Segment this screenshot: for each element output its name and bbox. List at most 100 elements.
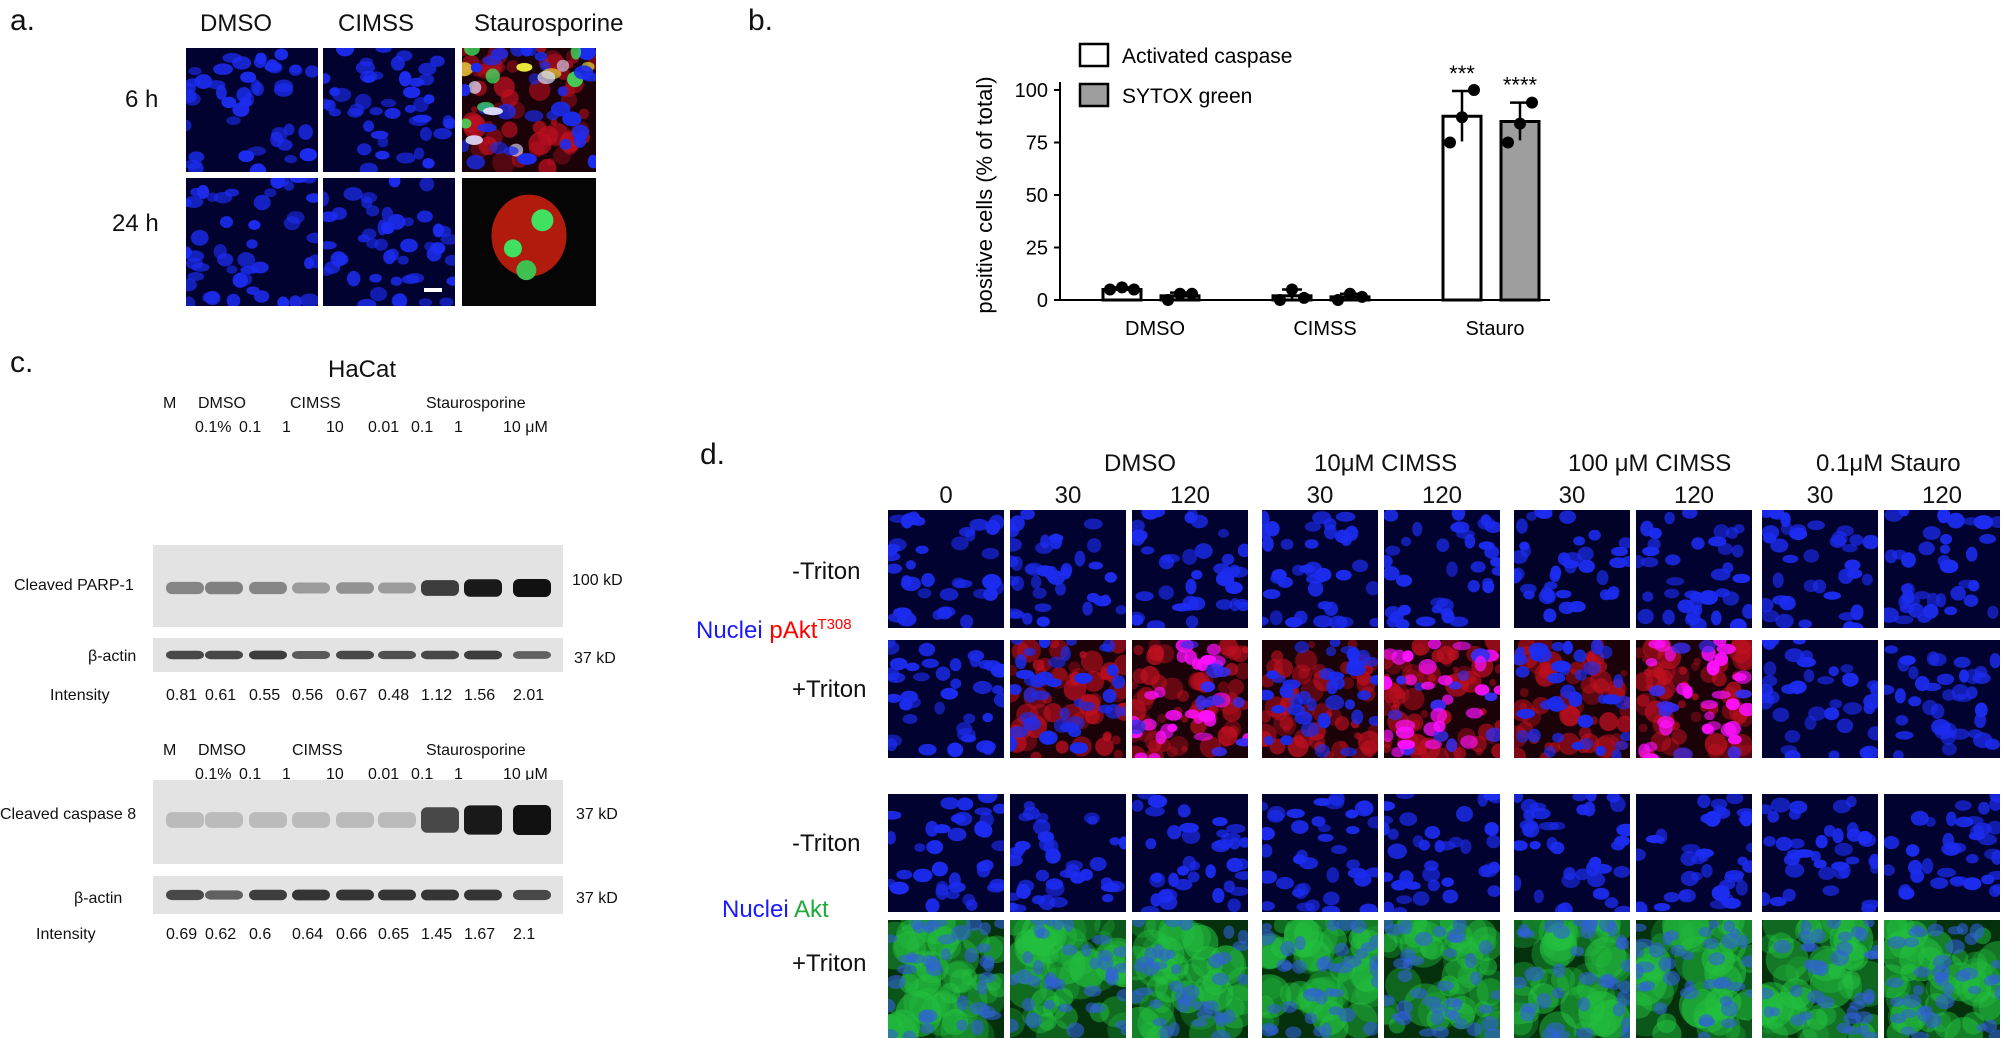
micrograph-d-r2-c1 — [1010, 794, 1126, 912]
micrograph-d-r2-c7 — [1762, 794, 1878, 912]
intensity-value: 2.01 — [513, 687, 545, 704]
stain-legend-akt: Nuclei Akt — [722, 896, 829, 924]
micrograph-d-r2-c6 — [1636, 794, 1752, 912]
micrograph-d-r1-c8 — [1884, 640, 2000, 758]
data-point — [1526, 96, 1538, 109]
micrograph-d-r3-c3 — [1262, 920, 1378, 1038]
lane-value: 0.1 — [411, 766, 434, 783]
micrograph-d-r2-c0 — [888, 794, 1004, 912]
panel-a-row-24h: 24 h — [112, 210, 159, 237]
intensity-value: 1.12 — [421, 687, 453, 704]
blot-band — [513, 805, 551, 835]
intensity-value: 0.67 — [336, 687, 368, 704]
panel-c-letter: c. — [10, 346, 34, 379]
blot-band — [464, 889, 502, 901]
y-tick-label: 75 — [1026, 133, 1048, 155]
blot2-protein-label: Cleaved caspase 8 — [0, 806, 137, 823]
panel-d-cond-100-cimss: 100 μM CIMSS — [1568, 450, 1732, 477]
scale-bar — [424, 288, 442, 292]
time-label: 120 — [1421, 482, 1463, 509]
row-label-plus-triton-1: +Triton — [792, 676, 867, 703]
time-label: 30 — [1558, 482, 1586, 509]
intensity-value: 0.48 — [378, 687, 410, 704]
blot-band — [249, 650, 287, 660]
panel-d-cond-10-cimss: 10μM CIMSS — [1314, 450, 1458, 477]
bar — [1499, 120, 1541, 302]
lane-value: 1 — [454, 766, 463, 783]
x-tick-label: DMSO — [1125, 318, 1185, 340]
data-point — [1444, 136, 1456, 149]
micrograph-d-r1-c5 — [1514, 640, 1630, 758]
micrograph-d-r3-c1 — [1010, 920, 1126, 1038]
data-point — [1286, 283, 1298, 296]
blot2-group-dmso: DMSO — [198, 742, 246, 759]
lane-value: 10 μM — [503, 419, 548, 436]
panel-d-letter: d. — [700, 438, 726, 471]
blot2-group-cimss: CIMSS — [292, 742, 343, 759]
blot-band — [292, 651, 330, 659]
blot1-membrane — [153, 545, 563, 627]
legend-label: Activated caspase — [1122, 45, 1292, 68]
blot1-group-cimss: CIMSS — [290, 395, 341, 412]
lane-value: 10 — [326, 419, 344, 436]
time-label: 30 — [1306, 482, 1334, 509]
micrograph-d-r1-c1 — [1010, 640, 1126, 758]
micrograph-d-r2-c8 — [1884, 794, 2000, 912]
intensity-value: 0.64 — [292, 926, 324, 943]
panel-a-letter: a. — [10, 4, 36, 37]
blot-band — [464, 579, 502, 597]
micrograph-d-r3-c5 — [1514, 920, 1630, 1038]
intensity-value: 0.81 — [166, 687, 198, 704]
significance-label: **** — [1503, 73, 1538, 98]
lane-value: 1 — [282, 419, 291, 436]
micrograph-d-r0-c3 — [1262, 510, 1378, 628]
blot1-intensity-label: Intensity — [50, 687, 110, 704]
lane-value: 10 μM — [503, 766, 548, 783]
blot-band — [205, 650, 243, 660]
blot-band — [336, 650, 374, 660]
intensity-value: 0.62 — [205, 926, 237, 943]
blot-band — [336, 812, 374, 828]
micrograph-d-r0-c8 — [1884, 510, 2000, 628]
panel-b-letter: b. — [748, 4, 774, 37]
micrograph-d-r2-c3 — [1262, 794, 1378, 912]
blot2-actin-kd: 37 kD — [576, 890, 618, 907]
micrograph-d-r0-c5 — [1514, 510, 1630, 628]
time-label: 0 — [939, 482, 953, 509]
blot-band — [205, 890, 243, 900]
significance-label: *** — [1449, 61, 1475, 86]
lane-value: 1 — [454, 419, 463, 436]
blot-band — [513, 889, 551, 901]
micrograph-d-r2-c4 — [1384, 794, 1500, 912]
data-point — [1514, 117, 1526, 130]
data-point — [1456, 111, 1468, 124]
data-point — [1174, 287, 1186, 300]
micrograph-a-dmso-24h — [186, 178, 318, 306]
intensity-value: 2.1 — [513, 926, 536, 943]
lane-value: 0.01 — [368, 766, 400, 783]
data-point — [1186, 287, 1198, 300]
blot-band — [421, 807, 459, 833]
blot-band — [292, 582, 330, 594]
blot-band — [205, 581, 243, 595]
blot1-kd: 100 kD — [572, 572, 623, 589]
micrograph-d-r3-c6 — [1636, 920, 1752, 1038]
blot1-lane-m: M — [163, 395, 177, 412]
micrograph-d-r1-c0 — [888, 640, 1004, 758]
intensity-value: 0.56 — [292, 687, 324, 704]
blot1-group-dmso: DMSO — [198, 395, 246, 412]
blot-band — [464, 805, 502, 835]
legend-label: SYTOX green — [1122, 85, 1252, 108]
intensity-value: 0.6 — [249, 926, 272, 943]
blot1-actin-kd: 37 kD — [574, 650, 616, 667]
row-label-minus-triton-1: -Triton — [792, 558, 861, 585]
panel-d-cond-dmso: DMSO — [1104, 450, 1176, 477]
y-axis-label: positive cells (% of total) — [972, 76, 997, 313]
blot-band — [336, 889, 374, 901]
micrograph-d-r2-c5 — [1514, 794, 1630, 912]
blot-band — [166, 812, 204, 828]
blot-band — [336, 582, 374, 594]
micrograph-d-r1-c7 — [1762, 640, 1878, 758]
blot-band — [378, 889, 416, 901]
blot-band — [249, 581, 287, 595]
